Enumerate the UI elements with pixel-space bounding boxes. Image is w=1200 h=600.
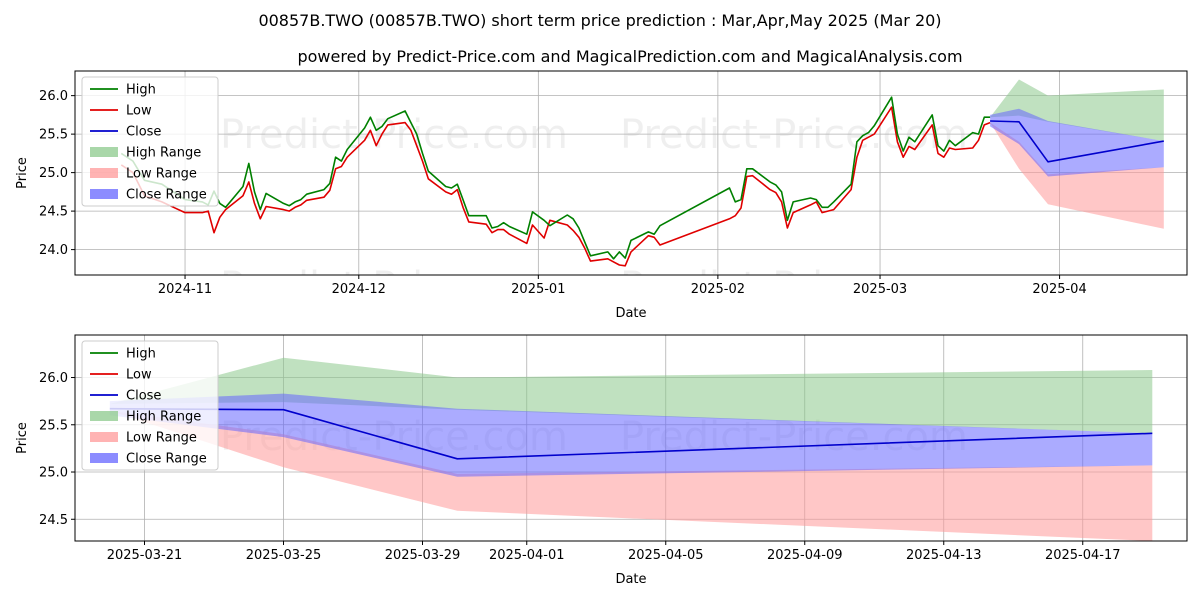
legend-low-range-swatch	[90, 168, 118, 178]
close-range-band	[109, 393, 1153, 477]
y-tick-label: 25.0	[39, 166, 68, 181]
x-tick-label: 2025-04-01	[489, 548, 565, 563]
legend-low-label: Low	[126, 104, 152, 119]
watermark-text: Predict-Price.com	[620, 112, 968, 158]
high-series-line	[120, 96, 991, 260]
low-range-band	[990, 122, 1164, 229]
legend-high-range-swatch	[90, 411, 118, 421]
close-range-band	[990, 108, 1164, 177]
legend-close-range-label: Close Range	[126, 188, 207, 203]
legend-close-label: Close	[126, 125, 161, 140]
x-tick-label: 2024-11	[158, 282, 212, 297]
legend-low-label: Low	[126, 368, 152, 383]
legend: High Low Close High Range Low Range Close Ran…	[81, 340, 219, 471]
chart-subtitle: powered by Predict-Price.com and Magical…	[297, 47, 962, 66]
low-series-line	[120, 106, 991, 267]
legend-high-label: High	[126, 347, 156, 362]
legend-close-range-swatch	[90, 453, 118, 463]
high-range-band	[990, 79, 1164, 142]
y-tick-label: 26.0	[39, 89, 68, 104]
chart-title: 00857B.TWO (00857B.TWO) short term price…	[258, 11, 941, 30]
plot-frame	[74, 334, 1188, 542]
y-tick-label: 24.5	[39, 513, 68, 528]
x-tick-label: 2025-03-29	[385, 548, 461, 563]
bottom-panel: Predict-Price.comPredict-Price.com2025-0…	[15, 334, 1188, 587]
x-axis-label: Date	[615, 572, 646, 587]
legend-close-label: Close	[126, 389, 161, 404]
y-tick-label: 26.0	[39, 371, 68, 386]
x-tick-label: 2025-04-09	[767, 548, 843, 563]
legend-close-range-label: Close Range	[126, 452, 207, 467]
x-tick-label: 2025-04-05	[628, 548, 704, 563]
x-axis-label: Date	[615, 306, 646, 321]
legend-high-range-swatch	[90, 147, 118, 157]
top-panel: Predict-Price.com Predict-Price.com Predic…	[15, 70, 1188, 321]
y-tick-label: 24.5	[39, 205, 68, 220]
y-tick-label: 25.5	[39, 128, 68, 143]
watermark-text: Predict-Price.com	[220, 112, 568, 158]
x-tick-label: 2025-01	[511, 282, 565, 297]
x-tick-label: 2025-03	[853, 282, 907, 297]
x-tick-label: 2024-12	[332, 282, 386, 297]
y-axis-label: Price	[15, 422, 30, 454]
legend-high-range-label: High Range	[126, 146, 201, 161]
watermark-group: Predict-Price.com Predict-Price.com Predic…	[220, 112, 968, 310]
high-range-band	[109, 357, 1153, 434]
y-tick-label: 25.5	[39, 418, 68, 433]
y-tick-label: 25.0	[39, 466, 68, 481]
x-tick-label: 2025-03-21	[107, 548, 183, 563]
y-tick-label: 24.0	[39, 243, 68, 258]
x-tick-label: 2025-04	[1032, 282, 1086, 297]
watermark-text: Predict-Price.com	[220, 264, 568, 310]
legend-low-range-label: Low Range	[126, 431, 197, 446]
legend-high-label: High	[126, 83, 156, 98]
legend-high-range-label: High Range	[126, 410, 201, 425]
watermark-text: Predict-Price.com	[620, 264, 968, 310]
plot-area	[120, 79, 1164, 267]
legend-close-range-swatch	[90, 189, 118, 199]
legend-low-range-label: Low Range	[126, 167, 197, 182]
legend-low-range-swatch	[90, 432, 118, 442]
x-tick-label: 2025-02	[691, 282, 745, 297]
plot-frame	[74, 70, 1188, 276]
x-tick-label: 2025-03-25	[246, 548, 322, 563]
y-axis-label: Price	[15, 157, 30, 189]
x-tick-label: 2025-04-13	[906, 548, 982, 563]
x-tick-label: 2025-04-17	[1045, 548, 1121, 563]
low-range-band	[109, 410, 1153, 541]
close-series-line	[990, 120, 1164, 163]
legend: High Low Close High Range Low Range Close Ran…	[81, 76, 219, 207]
